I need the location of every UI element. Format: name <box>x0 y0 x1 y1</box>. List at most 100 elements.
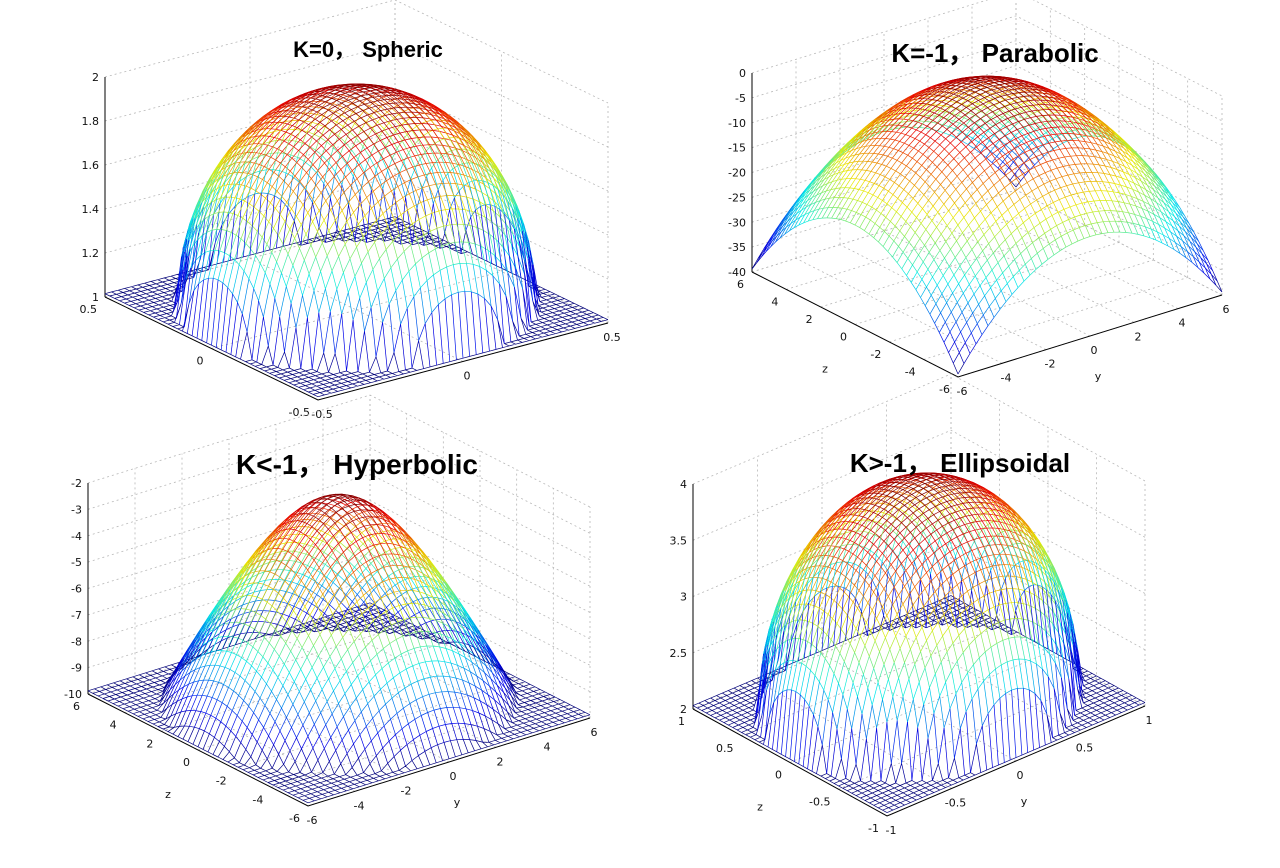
surface-mesh <box>788 139 1186 304</box>
panel-title: K=0， Spheric <box>293 37 443 62</box>
surface-mesh <box>327 494 351 505</box>
surface-mesh <box>191 585 487 713</box>
surface-mesh <box>798 131 1176 288</box>
surface-mesh <box>326 85 387 108</box>
surface-mesh <box>791 519 1047 647</box>
panel-title: K<-1， Hyperbolic <box>236 449 478 480</box>
surface-mesh <box>794 529 1044 654</box>
surface-mesh <box>325 85 388 109</box>
surface-mesh <box>323 86 390 111</box>
surface-mesh <box>760 590 1078 777</box>
z-tick-label: -7 <box>71 609 82 622</box>
surface-mesh <box>194 145 519 273</box>
surface-mesh <box>179 599 499 735</box>
surface-mesh <box>799 495 1039 615</box>
surface-mesh <box>215 556 463 663</box>
surface-mesh <box>816 503 1022 601</box>
surface-mesh <box>202 131 511 253</box>
surface-mesh <box>165 622 513 771</box>
surface-mesh <box>218 590 460 697</box>
surface-mesh <box>189 588 490 715</box>
surface-mesh <box>871 85 1103 181</box>
surface-mesh <box>175 198 538 372</box>
y-tick-label: 0 <box>1091 344 1098 357</box>
surface-mesh <box>274 521 404 580</box>
surface-mesh <box>796 510 1041 630</box>
surface-mesh <box>181 176 532 320</box>
surface-mesh <box>168 613 510 759</box>
surface-mesh <box>199 583 479 705</box>
gridline <box>751 15 1223 122</box>
gridline <box>883 230 1091 337</box>
surface-mesh <box>941 77 1033 114</box>
z-tick-label: -2 <box>71 477 82 490</box>
surface-mesh <box>203 170 510 305</box>
gridline <box>87 447 591 561</box>
panel-ellipsoidal: 2 2.5 3 3.5 4 1 0.5 0 -0.5 -1 -1 -0.5 0 0.5 1 z y K>-1， … <box>670 373 1153 837</box>
surface-mesh <box>868 107 1106 208</box>
x-tick-label: -4 <box>905 366 916 379</box>
gridline <box>181 664 403 778</box>
surface-mesh <box>761 167 1213 354</box>
surface-mesh <box>219 169 494 268</box>
surface-mesh <box>213 192 500 296</box>
surface-mesh <box>773 590 1065 727</box>
surface-mesh <box>211 600 467 713</box>
surface-mesh <box>202 157 512 272</box>
surface-mesh <box>211 193 502 359</box>
surface-mesh <box>209 580 469 693</box>
surface-mesh <box>201 577 477 697</box>
surface-mesh <box>896 477 942 499</box>
surface-mesh <box>757 573 1081 781</box>
surface-mesh <box>821 496 1017 589</box>
x-tick-label: 0 <box>775 769 782 782</box>
surface-mesh <box>964 80 1010 99</box>
y-tick-label: -2 <box>1045 358 1056 371</box>
y-axis-label: y <box>1021 795 1028 808</box>
z-tick-label: -10 <box>64 688 82 701</box>
x-tick-label: -6 <box>289 812 300 825</box>
x-tick-label: -2 <box>216 775 227 788</box>
surface-mesh <box>767 161 1207 343</box>
z-tick-label: 1 <box>92 291 99 304</box>
surface-mesh <box>880 98 1094 188</box>
surface-mesh <box>252 93 460 172</box>
surface-mesh <box>219 153 494 267</box>
surface-mesh <box>881 93 1093 182</box>
surface-mesh <box>298 495 380 530</box>
surface-mesh <box>843 109 1131 230</box>
surface-mesh <box>782 584 1056 707</box>
surface-mesh <box>210 169 504 276</box>
surface-mesh <box>236 112 477 207</box>
surface-mesh <box>282 507 396 559</box>
surface-mesh <box>272 86 441 149</box>
surface-mesh <box>182 594 496 727</box>
surface-mesh <box>251 92 462 171</box>
surface-mesh <box>166 617 512 764</box>
z-tick-label: -10 <box>728 117 746 130</box>
surface-mesh <box>773 155 1201 333</box>
surface-mesh <box>767 549 1071 710</box>
surface-mesh <box>786 584 1052 700</box>
surface-mesh <box>194 621 484 748</box>
surface-mesh <box>214 169 499 271</box>
surface-mesh <box>863 88 1111 190</box>
surface-mesh <box>818 514 1019 609</box>
z-tick-label: -9 <box>71 662 82 675</box>
surface-mesh <box>867 91 1107 192</box>
surface-mesh <box>198 195 515 313</box>
surface-mesh <box>770 554 1068 713</box>
surface-mesh <box>764 578 1074 774</box>
surface-mesh <box>964 80 1010 99</box>
x-tick-label: 0.5 <box>80 303 98 316</box>
surface-mesh <box>210 127 503 242</box>
surface-mesh <box>953 77 1021 105</box>
surface-mesh <box>241 113 472 203</box>
surface-mesh <box>239 121 474 214</box>
surface-mesh <box>191 200 522 366</box>
floor-axes <box>751 271 1223 378</box>
surface-mesh <box>776 150 1198 324</box>
surface-mesh <box>227 560 451 659</box>
surface-mesh <box>215 124 498 235</box>
surface-mesh <box>954 77 1020 105</box>
